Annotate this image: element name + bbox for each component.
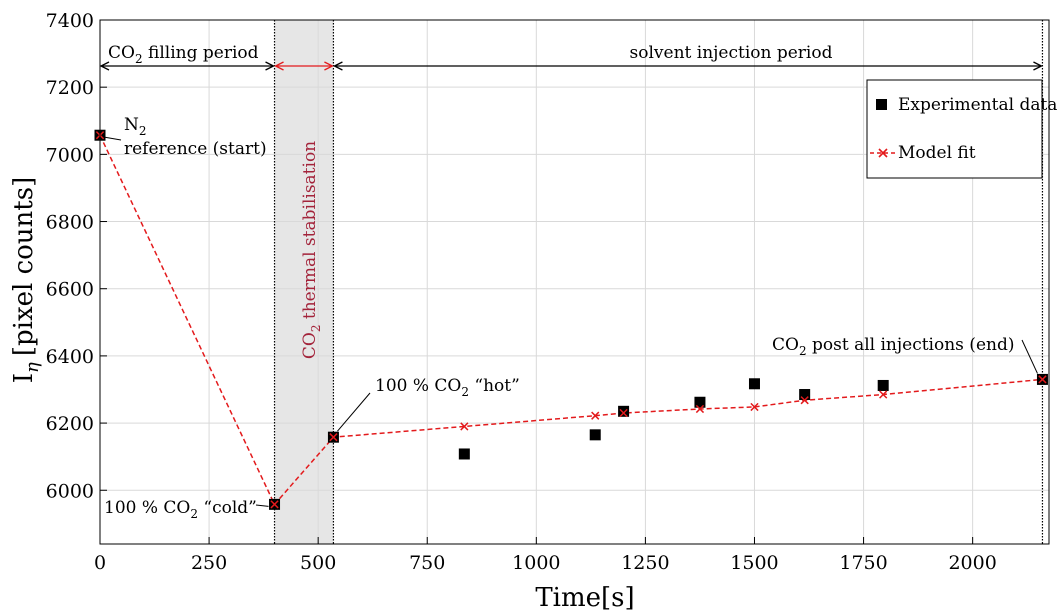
model-fit-point <box>695 404 705 414</box>
y-tick-label: 6000 <box>46 480 94 502</box>
y-axis-label-unit: [pixel counts] <box>9 177 39 356</box>
experimental-point <box>694 396 706 408</box>
y-tick-label: 7200 <box>46 77 94 99</box>
model-fit-point <box>460 422 469 431</box>
cold-label: 100 % CO2 “cold” <box>104 498 257 521</box>
legend-square-marker <box>876 99 887 110</box>
n2-reference-label-line1: N2 <box>124 115 147 138</box>
cold-pre: 100 % CO <box>104 498 190 518</box>
annotation-leaders <box>104 136 1038 507</box>
cold-sub: 2 <box>190 507 198 521</box>
model-fit-point <box>591 411 600 420</box>
x-axis-label: Time[s] <box>535 583 634 613</box>
n2-leader <box>104 136 122 141</box>
y-tick-label: 6400 <box>46 346 94 368</box>
x-tick-label: 500 <box>300 552 336 574</box>
x-tick-label: 250 <box>191 552 227 574</box>
stab-label-sub: 2 <box>309 325 323 333</box>
experimental-point <box>877 379 889 391</box>
model-fit-point <box>750 402 759 412</box>
n2-reference-label-line2: reference (start) <box>124 139 267 159</box>
experimental-point <box>458 448 470 460</box>
stab-label-pre: CO <box>300 332 320 359</box>
thermal-stabilisation-label: CO2 thermal stabilisation <box>300 141 323 359</box>
model-fit-point <box>329 433 338 442</box>
x-tick-label: 2000 <box>948 552 996 574</box>
experimental-point <box>799 389 811 401</box>
stab-label-post: thermal stabilisation <box>300 141 320 325</box>
cold-post: “cold” <box>198 498 257 518</box>
y-tick-label: 6200 <box>46 413 94 435</box>
n2-main: N <box>124 115 139 135</box>
model-fit-point <box>800 396 809 405</box>
plot-frame <box>99 19 1050 545</box>
legend-label-experimental: Experimental data <box>898 95 1057 115</box>
period-arrow-head-left <box>99 61 110 71</box>
y-axis-label-sub: η <box>22 362 43 373</box>
co2-filling-period-label: CO2 filling period <box>108 43 259 66</box>
y-axis-label-main: I <box>9 373 39 383</box>
model-fit-point <box>270 500 279 509</box>
x-tick-label: 1750 <box>839 552 887 574</box>
legend-label-model: Model fit <box>898 143 976 163</box>
y-axis-label: Iη [pixel counts] <box>9 177 43 383</box>
model-fit-point <box>1038 375 1047 384</box>
period-arrows <box>99 61 1043 71</box>
x-tick-label: 750 <box>409 552 445 574</box>
co2-filling-label-rest: filling period <box>143 43 259 63</box>
solvent-injection-period-label: solvent injection period <box>630 43 833 63</box>
y-tick-label: 7000 <box>46 144 94 166</box>
hot-pre: 100 % CO <box>375 376 461 396</box>
end-pre: CO <box>772 335 799 355</box>
cold-leader <box>255 504 269 507</box>
experimental-point <box>618 405 630 417</box>
model-fit-point <box>879 390 888 399</box>
x-tick-label: 0 <box>94 552 106 574</box>
end-post: post all injections (end) <box>807 335 1015 355</box>
y-tick-label: 6600 <box>46 279 94 301</box>
co2-filling-label-main: CO <box>108 43 135 63</box>
experimental-point <box>748 378 760 390</box>
legend: Experimental data Model fit <box>866 79 1057 179</box>
hot-leader <box>337 392 371 432</box>
n2-sub: 2 <box>139 124 147 138</box>
period-arrow-head-right <box>1033 61 1043 71</box>
x-tick-label: 1000 <box>512 552 560 574</box>
end-label: CO2 post all injections (end) <box>772 335 1014 358</box>
y-tick-label: 6800 <box>46 212 94 234</box>
co2-filling-label-sub: 2 <box>135 52 143 66</box>
x-tick-label: 1250 <box>621 552 669 574</box>
end-leader <box>1021 339 1038 374</box>
legend-box <box>866 79 1043 179</box>
axis-ticks: 0 250 500 750 1000 1250 1500 1750 2000 6000 6200 64… <box>46 10 997 574</box>
hot-post: “hot” <box>469 376 520 396</box>
legend-x-marker <box>878 148 888 158</box>
period-arrow-head-right <box>265 61 275 71</box>
period-arrow-head-left <box>332 61 343 71</box>
end-sub: 2 <box>799 344 807 358</box>
y-tick-label: 7400 <box>46 10 94 32</box>
thermal-stabilisation-region <box>274 20 334 544</box>
period-arrow-head-right <box>324 61 334 71</box>
period-arrow-head-left <box>274 61 284 71</box>
model-fit-point <box>619 408 628 418</box>
hot-label: 100 % CO2 “hot” <box>375 376 520 399</box>
x-tick-label: 1500 <box>730 552 778 574</box>
hot-sub: 2 <box>461 385 469 399</box>
experimental-point <box>589 429 601 441</box>
